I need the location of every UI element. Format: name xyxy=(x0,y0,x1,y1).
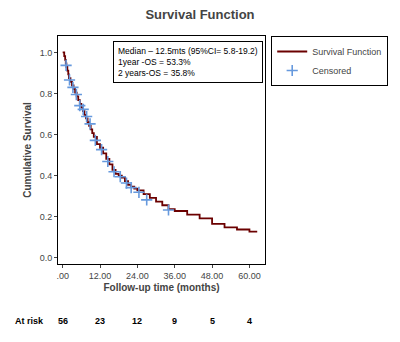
svg-text:12.00: 12.00 xyxy=(89,271,112,281)
svg-text:56: 56 xyxy=(58,316,68,326)
svg-text:1.0: 1.0 xyxy=(40,48,53,58)
svg-text:0.6: 0.6 xyxy=(40,130,53,140)
svg-text:12: 12 xyxy=(132,316,142,326)
svg-text:0.4: 0.4 xyxy=(40,171,53,181)
svg-text:0.2: 0.2 xyxy=(40,212,53,222)
svg-text:0.8: 0.8 xyxy=(40,89,53,99)
svg-text:Survival Function: Survival Function xyxy=(145,7,254,22)
svg-text:48.00: 48.00 xyxy=(201,271,224,281)
svg-text:4: 4 xyxy=(247,316,252,326)
svg-text:Median – 12.5mts (95%CI= 5.8-1: Median – 12.5mts (95%CI= 5.8-19.2)1year … xyxy=(118,46,258,78)
svg-text:Survival Function: Survival Function xyxy=(312,47,381,57)
svg-text:0.0: 0.0 xyxy=(40,253,53,263)
svg-text:60.00: 60.00 xyxy=(238,271,261,281)
svg-text:Cumulative Survival: Cumulative Survival xyxy=(22,102,33,198)
svg-text:At risk: At risk xyxy=(15,316,44,326)
svg-text:9: 9 xyxy=(172,316,177,326)
svg-text:5: 5 xyxy=(210,316,215,326)
svg-text:.00: .00 xyxy=(56,271,69,281)
svg-text:23: 23 xyxy=(95,316,105,326)
svg-text:Censored: Censored xyxy=(312,66,351,76)
svg-text:24.00: 24.00 xyxy=(126,271,149,281)
svg-text:Follow-up time (months): Follow-up time (months) xyxy=(103,282,219,293)
svg-text:36.00: 36.00 xyxy=(163,271,186,281)
